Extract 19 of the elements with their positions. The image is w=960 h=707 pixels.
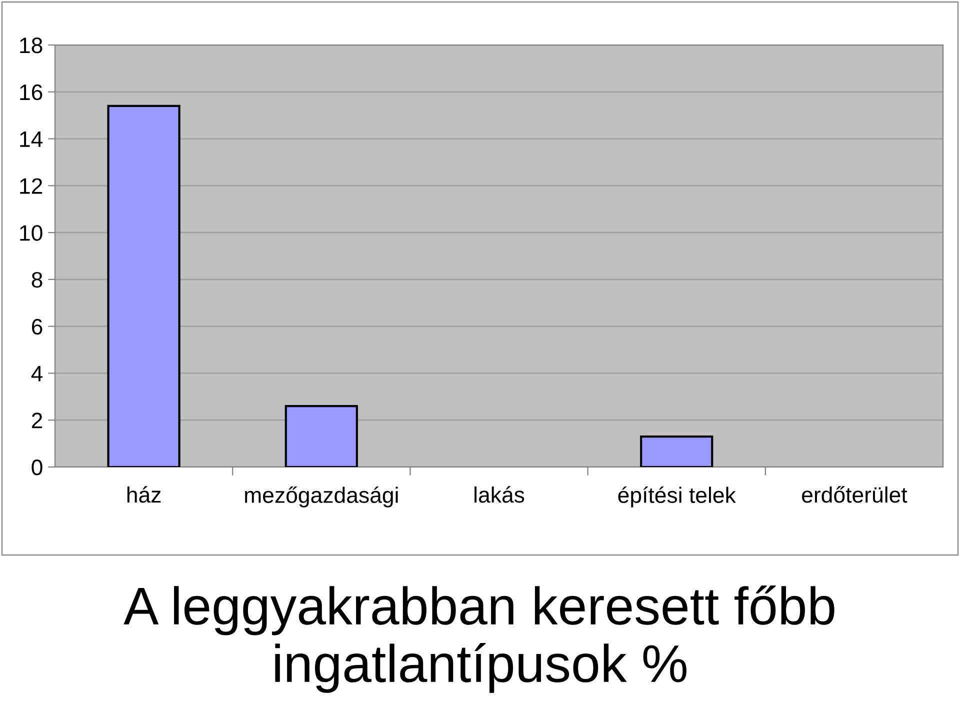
bar [284, 405, 358, 467]
x-tick-label: mezőgazdasági [245, 486, 398, 508]
y-tick-label: 16 [20, 84, 42, 100]
y-tick-label: 6 [32, 318, 42, 335]
y-tick-label: 18 [20, 38, 42, 54]
x-tick-label: ház [127, 486, 161, 503]
y-tick-label: 0 [32, 460, 42, 476]
y-tick-label: 4 [31, 366, 43, 382]
y-tick-label: 8 [32, 272, 42, 288]
y-tick-label: 2 [32, 412, 42, 428]
bar [107, 104, 180, 467]
text: A leggyakrabban keresett főbb ingatlantípusok % [124, 585, 834, 693]
y-tick-label: 10 [20, 225, 42, 241]
bar [640, 435, 714, 467]
x-tick-label: lakás [474, 486, 524, 503]
x-tick-label: építési telek [618, 486, 736, 508]
y-tick-label: 12 [20, 178, 42, 194]
y-tick-label: 14 [20, 132, 43, 147]
x-tick-label: erdőterület [802, 486, 908, 503]
